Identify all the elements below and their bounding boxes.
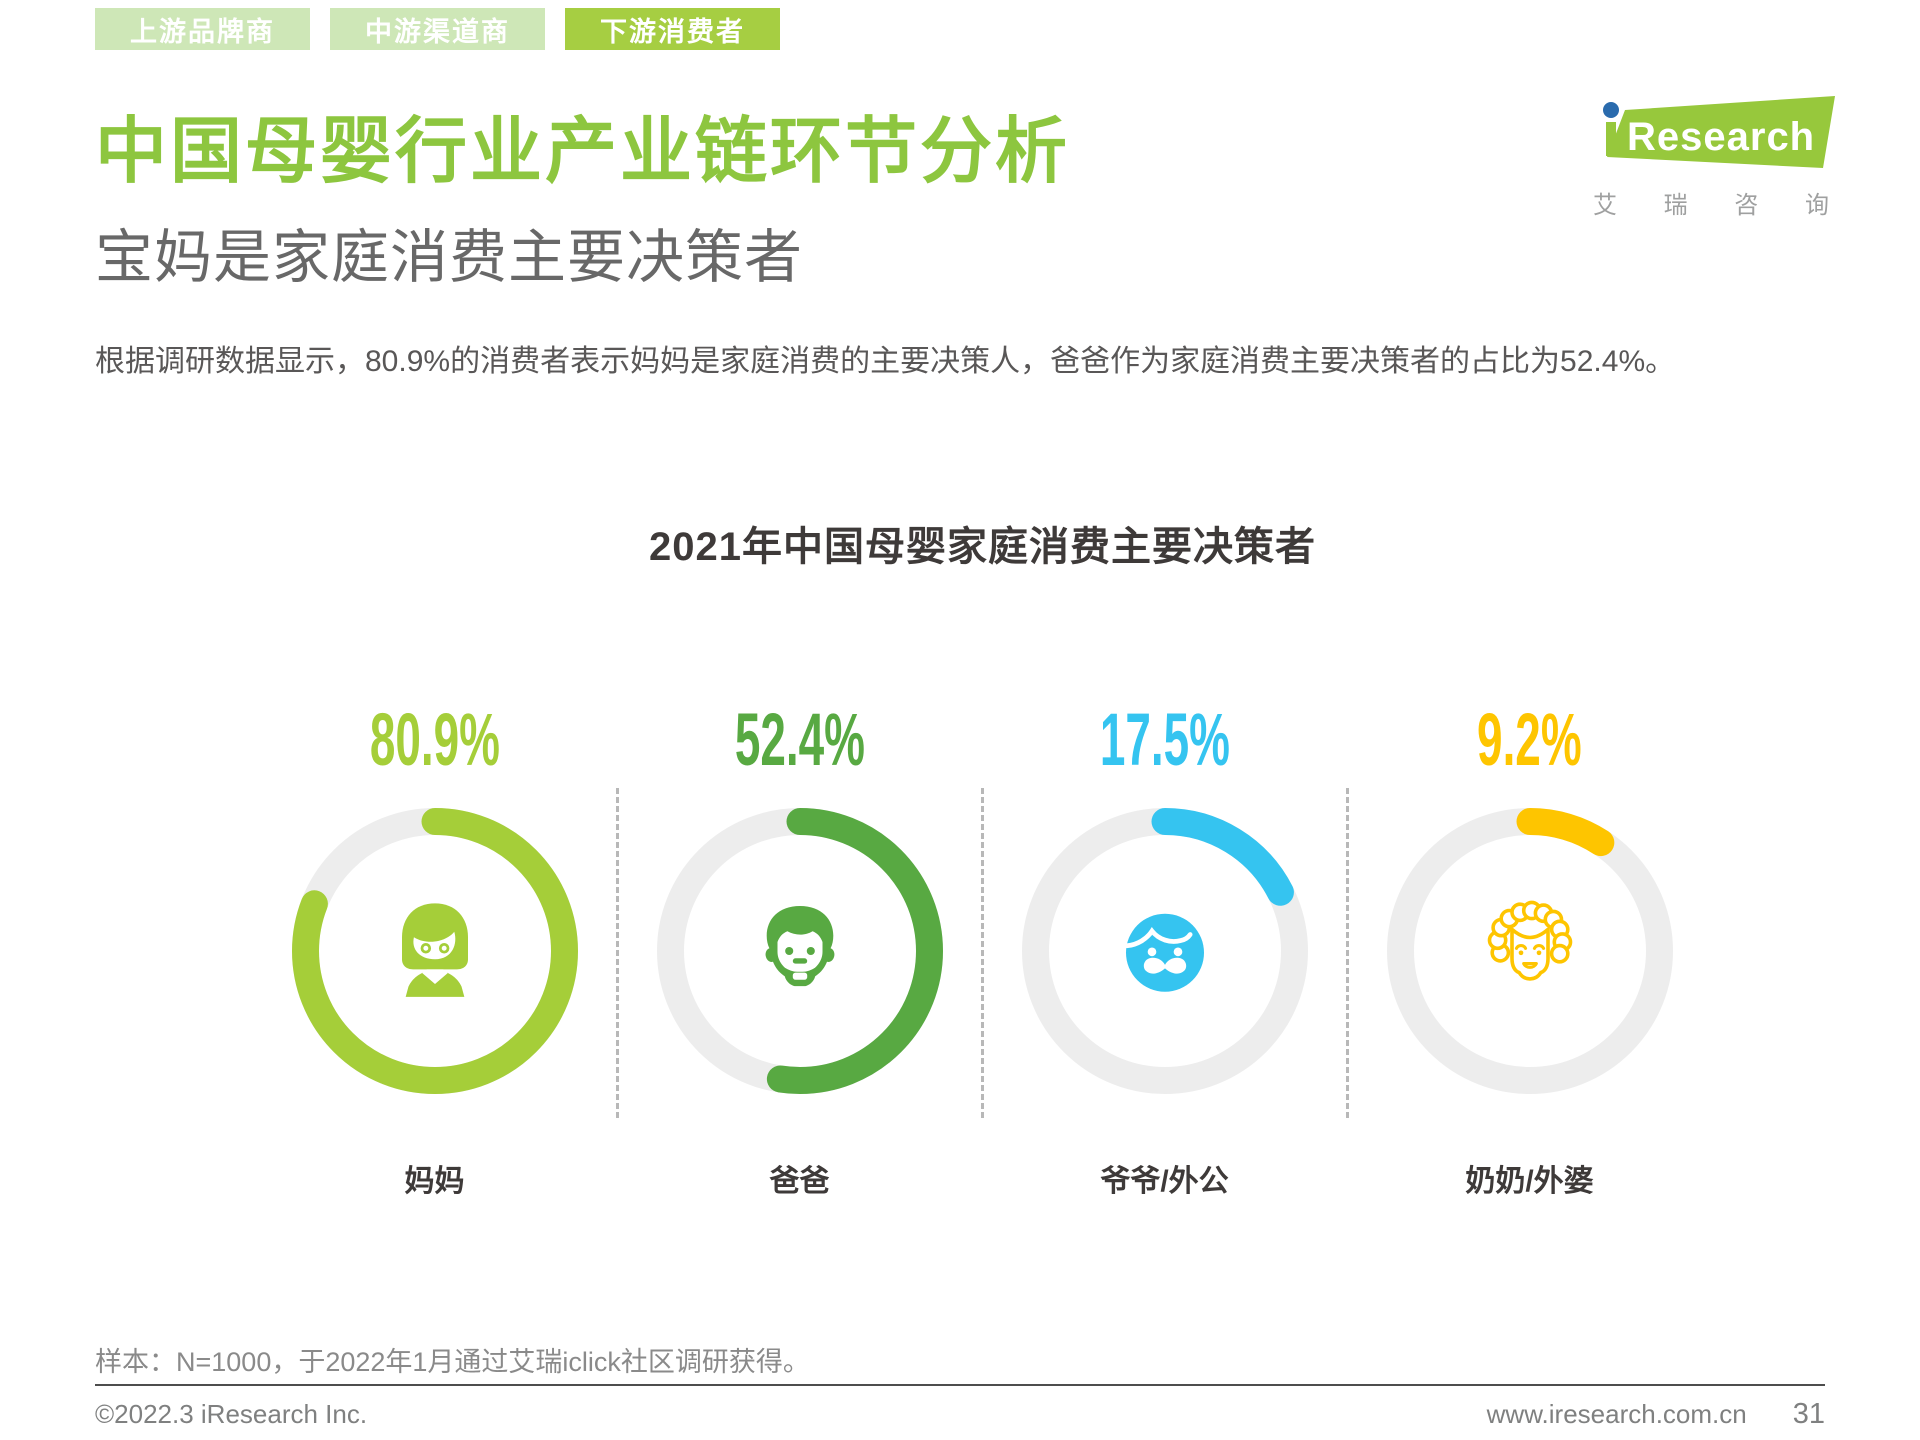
logo-chinese-char: 咨 (1734, 192, 1759, 219)
iresearch-logo: Research 艾 瑞 咨 询 (1585, 94, 1835, 220)
tab-downstream-consumers[interactable]: 下游消费者 (565, 8, 780, 50)
donut-ring (1385, 806, 1675, 1096)
logo-green-flag (1607, 96, 1835, 168)
donut-ring (655, 806, 945, 1096)
page-title: 中国母婴行业产业链环节分析 (95, 112, 1071, 192)
grandma-icon (1385, 806, 1675, 1096)
copyright-text: ©2022.3 iResearch Inc. (95, 1399, 368, 1429)
logo-wordmark: Research (1627, 115, 1815, 159)
tab-bar: 上游品牌商 中游渠道商 下游消费者 (95, 8, 780, 50)
summary-paragraph: 根据调研数据显示，80.9%的消费者表示妈妈是家庭消费的主要决策人，爸爸作为家庭… (95, 345, 1676, 378)
page-number: 31 (1792, 1398, 1825, 1430)
footer-divider (95, 1384, 1825, 1386)
percentage-value: 52.4% (734, 698, 865, 781)
donut-chart-row: 80.9% 妈妈 52.4% 爸爸 17.5% 爷爷/外公 9.2% 奶奶/外婆 (252, 698, 1712, 1200)
iresearch-logo-mark: Research (1603, 96, 1835, 168)
decision-maker-gauge-2: 52.4% 爸爸 (616, 698, 982, 1200)
logo-i-stem (1606, 122, 1616, 156)
website-url: www.iresearch.com.cn (1486, 1399, 1747, 1429)
donut-ring (1020, 806, 1310, 1096)
logo-i-dot (1603, 102, 1619, 118)
tab-midstream-channels[interactable]: 中游渠道商 (330, 8, 545, 50)
logo-chinese-char: 艾 (1593, 192, 1617, 219)
category-label: 妈妈 (404, 1165, 465, 1198)
percentage-value: 17.5% (1099, 698, 1230, 781)
decision-maker-gauge-1: 80.9% 妈妈 (252, 698, 617, 1200)
logo-chinese-name: 艾瑞咨询 (1593, 185, 1829, 220)
page-subtitle: 宝妈是家庭消费主要决策者 (95, 225, 804, 290)
percentage-value: 80.9% (369, 698, 500, 781)
tab-upstream-brands[interactable]: 上游品牌商 (95, 8, 310, 50)
donut-ring (290, 806, 580, 1096)
percentage-value: 9.2% (1477, 698, 1582, 781)
footer-bar: ©2022.3 iResearch Inc. www.iresearch.com… (95, 1398, 1825, 1431)
dad-icon (655, 806, 945, 1096)
chart-title: 2021年中国母婴家庭消费主要决策者 (649, 525, 1316, 569)
logo-chinese-char: 瑞 (1663, 192, 1688, 219)
mom-icon (290, 806, 580, 1096)
category-label: 爷爷/外公 (1100, 1165, 1229, 1198)
sample-note: 样本：N=1000，于2022年1月通过艾瑞iclick社区调研获得。 (95, 1347, 810, 1377)
logo-chinese-char: 询 (1804, 192, 1829, 219)
decision-maker-gauge-4: 9.2% 奶奶/外婆 (1346, 698, 1712, 1200)
grandpa-icon (1020, 806, 1310, 1096)
category-label: 爸爸 (769, 1165, 830, 1198)
category-label: 奶奶/外婆 (1465, 1165, 1594, 1198)
decision-maker-gauge-3: 17.5% 爷爷/外公 (981, 698, 1347, 1200)
